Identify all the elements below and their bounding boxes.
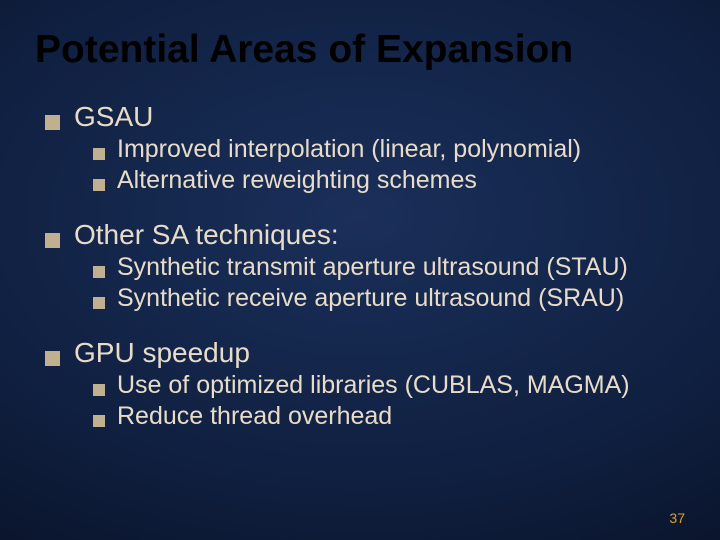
bullet-l1-text: GSAU xyxy=(74,101,153,133)
bullet-l1: GPU speedup xyxy=(45,337,685,369)
bullet-l2-text: Synthetic receive aperture ultrasound (S… xyxy=(117,284,624,313)
slide: Potential Areas of Expansion GSAU Improv… xyxy=(0,0,720,540)
bullet-l2: Alternative reweighting schemes xyxy=(93,166,685,195)
square-bullet-icon xyxy=(93,415,105,427)
bullet-l2: Synthetic transmit aperture ultrasound (… xyxy=(93,253,685,282)
bullet-l1-text: Other SA techniques: xyxy=(74,219,339,251)
bullet-l2-text: Reduce thread overhead xyxy=(117,402,392,431)
square-bullet-icon xyxy=(45,233,60,248)
square-bullet-icon xyxy=(93,179,105,191)
slide-title: Potential Areas of Expansion xyxy=(35,28,685,73)
bullet-l1-text: GPU speedup xyxy=(74,337,250,369)
square-bullet-icon xyxy=(93,297,105,309)
square-bullet-icon xyxy=(93,148,105,160)
square-bullet-icon xyxy=(93,384,105,396)
page-number: 37 xyxy=(669,510,685,526)
bullet-l2-text: Use of optimized libraries (CUBLAS, MAGM… xyxy=(117,371,630,400)
bullet-l2-text: Alternative reweighting schemes xyxy=(117,166,477,195)
square-bullet-icon xyxy=(45,115,60,130)
square-bullet-icon xyxy=(93,266,105,278)
spacer xyxy=(35,197,685,215)
spacer xyxy=(35,315,685,333)
bullet-l2-text: Synthetic transmit aperture ultrasound (… xyxy=(117,253,628,282)
bullet-l2: Synthetic receive aperture ultrasound (S… xyxy=(93,284,685,313)
bullet-l1: Other SA techniques: xyxy=(45,219,685,251)
bullet-l2: Reduce thread overhead xyxy=(93,402,685,431)
bullet-l1: GSAU xyxy=(45,101,685,133)
bullet-l2: Use of optimized libraries (CUBLAS, MAGM… xyxy=(93,371,685,400)
bullet-l2-text: Improved interpolation (linear, polynomi… xyxy=(117,135,581,164)
square-bullet-icon xyxy=(45,351,60,366)
bullet-l2: Improved interpolation (linear, polynomi… xyxy=(93,135,685,164)
